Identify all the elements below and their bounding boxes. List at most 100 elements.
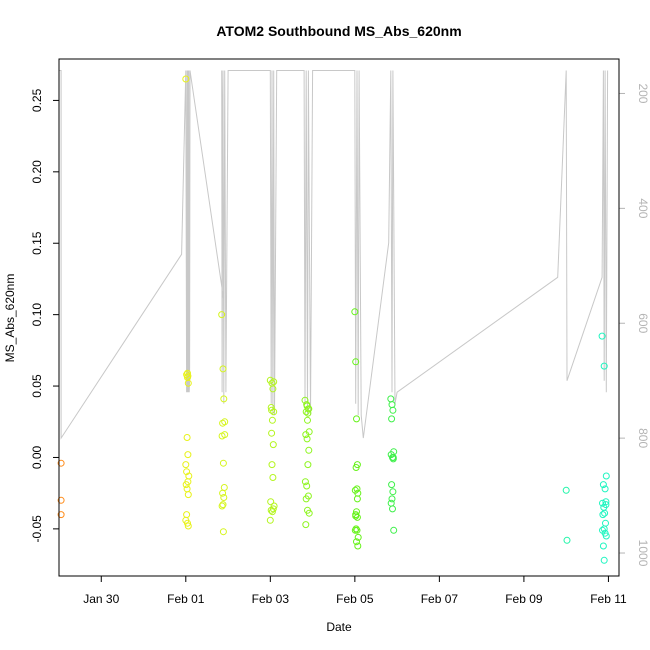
x-tick-label: Feb 09 (505, 592, 543, 606)
data-point (602, 498, 610, 506)
data-point (304, 416, 311, 424)
axes-layer: Jan 30 Feb 01 Feb 03 Feb 05 Feb 07 Feb 09 Feb … (30, 83, 650, 606)
data-point (218, 432, 226, 440)
data-point (304, 409, 312, 417)
right-tick-label: 800 (636, 428, 650, 448)
right-tick-label: 1000 (636, 540, 650, 567)
data-point (599, 542, 607, 550)
data-point (57, 459, 65, 467)
right-tick-label: 200 (636, 83, 650, 103)
data-point (601, 485, 609, 493)
y-tick-label: 0.20 (30, 160, 44, 184)
data-point (352, 525, 360, 533)
data-point (270, 378, 278, 386)
data-point (182, 461, 190, 469)
data-point (351, 308, 359, 316)
data-point (183, 371, 191, 379)
data-point (183, 485, 191, 493)
y-axis-label: MS_Abs_620nm (3, 274, 17, 363)
y-tick-label: 0.00 (30, 445, 44, 469)
points-layer (57, 75, 610, 564)
data-point (301, 478, 309, 486)
chart-title: ATOM2 Southbound MS_Abs_620nm (216, 23, 461, 39)
y-tick-label: 0.25 (30, 88, 44, 112)
data-point (182, 75, 190, 83)
data-point (184, 379, 192, 387)
data-point (389, 505, 396, 513)
x-tick-label: Feb 05 (336, 592, 374, 606)
data-point (219, 501, 227, 509)
data-point (184, 491, 192, 499)
data-point (388, 401, 396, 409)
data-point (218, 502, 226, 510)
data-point (599, 511, 607, 519)
data-point (598, 332, 606, 340)
data-point (602, 532, 610, 540)
data-point (184, 451, 192, 459)
data-point (183, 511, 191, 519)
data-point (305, 509, 313, 517)
data-point (182, 481, 190, 489)
depth-trace-layer (59, 70, 609, 440)
data-point (302, 431, 310, 439)
data-point (600, 362, 608, 370)
data-point (57, 496, 65, 504)
data-point (388, 415, 396, 423)
plot-frame (58, 58, 620, 577)
data-point (267, 498, 275, 506)
data-point (353, 485, 361, 493)
data-point (57, 511, 65, 519)
data-point (268, 406, 276, 414)
y-tick-label: 0.15 (30, 231, 44, 255)
right-tick-label: 400 (636, 198, 650, 218)
data-point (269, 385, 277, 393)
x-tick-label: Feb 03 (252, 592, 290, 606)
data-point (304, 461, 312, 469)
data-point (303, 435, 311, 443)
data-point (354, 533, 362, 541)
data-point (562, 486, 570, 494)
data-point (599, 499, 606, 507)
data-point (388, 495, 396, 503)
data-point (600, 525, 608, 533)
data-point (388, 481, 396, 489)
data-point (563, 536, 571, 544)
data-point (353, 495, 361, 503)
data-point (270, 408, 278, 416)
data-point (353, 513, 361, 521)
data-point (220, 395, 228, 403)
data-point (183, 434, 191, 441)
data-point (352, 358, 360, 366)
x-tick-label: Jan 30 (83, 592, 119, 606)
data-point (269, 505, 277, 513)
data-point (219, 459, 227, 467)
data-point (599, 481, 607, 489)
data-point (183, 468, 191, 476)
data-point (600, 556, 608, 564)
x-axis-label: Date (326, 620, 352, 634)
data-point (184, 369, 191, 377)
data-point (219, 489, 227, 497)
data-point (352, 512, 360, 520)
data-point (268, 461, 276, 469)
y-tick-label: 0.05 (30, 374, 44, 398)
data-point (218, 311, 226, 319)
data-point (303, 482, 311, 490)
data-point (387, 395, 395, 403)
data-point (351, 526, 359, 534)
data-point (220, 494, 228, 501)
data-point (184, 519, 191, 527)
data-point (353, 415, 360, 423)
x-tick-label: Feb 01 (167, 592, 205, 606)
data-point (268, 508, 276, 516)
data-point (305, 405, 313, 413)
depth-trace-line (59, 70, 609, 440)
data-point (302, 495, 310, 503)
x-tick-label: Feb 07 (421, 592, 459, 606)
data-point (268, 416, 276, 424)
data-point (390, 526, 398, 534)
data-point (219, 365, 227, 373)
x-tick-label: Feb 11 (590, 592, 627, 606)
data-point (387, 499, 395, 507)
